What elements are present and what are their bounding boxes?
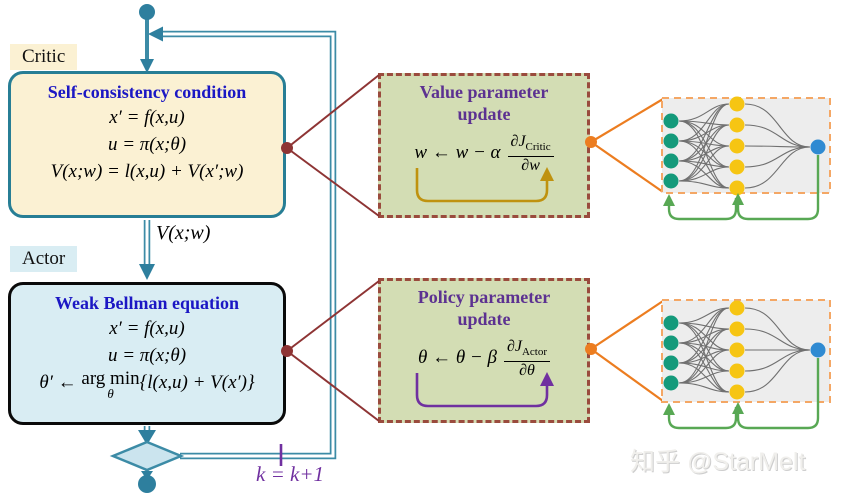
watermark: 知乎 @StarMelt — [630, 448, 806, 476]
critic-box: Self-consistency condition x′ = f(x,u) u… — [8, 71, 286, 218]
value-update-title-line1: Value parameter — [419, 82, 549, 102]
value-update-title-line2: update — [457, 104, 511, 124]
value-function-signal-label: V(x;w) — [156, 222, 211, 244]
policy-update-title-line1: Policy parameter — [417, 287, 551, 307]
critic-eq1: x′ = f(x,u) — [109, 107, 185, 128]
critic-tag: Critic — [10, 44, 78, 70]
iteration-counter-label: k = k+1 — [256, 462, 324, 486]
value-gradient-fraction: ∂JCritic ∂w — [507, 133, 554, 175]
actor-tag: Actor — [10, 246, 78, 272]
policy-update-title-line2: update — [457, 309, 511, 329]
critic-box-title: Self-consistency condition — [47, 82, 247, 102]
value-parameter-update-box: Value parameter update w ← w − α ∂JCriti… — [378, 73, 590, 218]
policy-gradient-fraction: ∂JActor ∂θ — [503, 338, 550, 380]
actor-eq1: x′ = f(x,u) — [109, 318, 185, 339]
policy-update-equation: θ ← θ − β ∂JActor ∂θ — [381, 337, 587, 379]
critic-eq3: V(x;w) = l(x,u) + V(x′;w) — [50, 161, 244, 182]
policy-parameter-update-box: Policy parameter update θ ← θ − β ∂JActo… — [378, 278, 590, 423]
actor-box-title: Weak Bellman equation — [54, 293, 240, 313]
actor-eq3: θ′ ← arg min θ {l(x,u) + V(x′)} — [39, 368, 255, 401]
critic-eq2: u = π(x;θ) — [107, 134, 187, 155]
actor-box: Weak Bellman equation x′ = f(x,u) u = π(… — [8, 282, 286, 425]
value-update-equation: w ← w − α ∂JCritic ∂w — [381, 132, 587, 174]
actor-eq2: u = π(x;θ) — [107, 345, 187, 366]
